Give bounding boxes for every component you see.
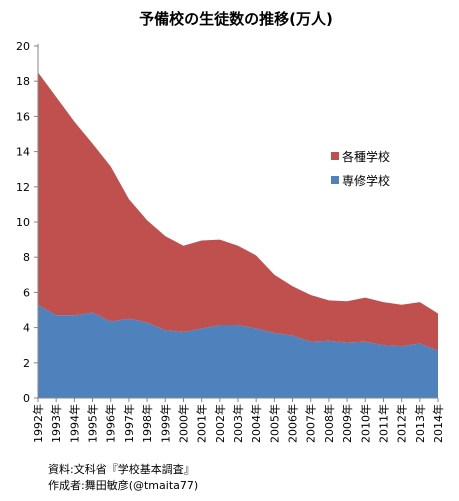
x-tick-label: 2006年: [286, 404, 300, 443]
y-tick-label: 16: [16, 110, 30, 123]
source-note: 資料:文科省『学校基本調査』: [48, 463, 195, 476]
legend-swatch: [331, 152, 339, 160]
x-tick-label: 2001年: [195, 404, 209, 443]
x-tick-label: 2010年: [358, 404, 372, 443]
y-tick-label: 6: [23, 286, 30, 299]
y-tick-label: 18: [16, 75, 30, 88]
y-tick-label: 14: [16, 146, 30, 159]
x-tick-label: 1995年: [86, 404, 100, 443]
x-tick-label: 1993年: [49, 404, 63, 443]
x-tick-label: 1994年: [67, 404, 81, 443]
x-tick-label: 2008年: [322, 404, 336, 443]
x-tick-label: 1996年: [104, 404, 118, 443]
y-tick-label: 4: [23, 322, 30, 335]
x-tick-label: 2014年: [431, 404, 445, 443]
y-tick-label: 8: [23, 251, 30, 264]
x-tick-label: 1998年: [140, 404, 154, 443]
author-note: 作成者:舞田敏彦(@tmaita77): [48, 479, 199, 492]
x-tick-label: 2011年: [376, 404, 390, 443]
y-tick-label: 0: [23, 392, 30, 405]
y-tick-label: 20: [16, 40, 30, 53]
legend-label: 各種学校: [342, 149, 390, 164]
x-tick-label: 2000年: [176, 404, 190, 443]
legend-label: 専修学校: [342, 173, 390, 188]
legend-swatch: [331, 176, 339, 184]
x-tick-label: 2012年: [395, 404, 409, 443]
x-tick-label: 1999年: [158, 404, 172, 443]
y-axis-tick-labels: 0 2 4 6 8 10 12 14 16 18 20: [16, 40, 38, 405]
chart-title: 予備校の生徒数の推移(万人): [139, 10, 333, 28]
y-tick-label: 2: [23, 357, 30, 370]
x-tick-label: 2009年: [340, 404, 354, 443]
x-tick-label: 1992年: [31, 404, 45, 443]
x-tick-label: 2002年: [213, 404, 227, 443]
x-tick-label: 2013年: [413, 404, 427, 443]
y-tick-label: 12: [16, 181, 30, 194]
x-tick-label: 1997年: [122, 404, 136, 443]
x-tick-label: 2007年: [304, 404, 318, 443]
area-series-2: [38, 72, 438, 351]
x-tick-label: 2003年: [231, 404, 245, 443]
y-tick-label: 10: [16, 216, 30, 229]
x-axis-tick-labels: 1992年 1993年 1994年 1995年 1996年 1997年 1998年 1999年…: [31, 398, 445, 443]
x-tick-label: 2004年: [249, 404, 263, 443]
stacked-areas: [38, 72, 438, 398]
area-series-1: [38, 304, 438, 398]
x-tick-label: 2005年: [267, 404, 281, 443]
